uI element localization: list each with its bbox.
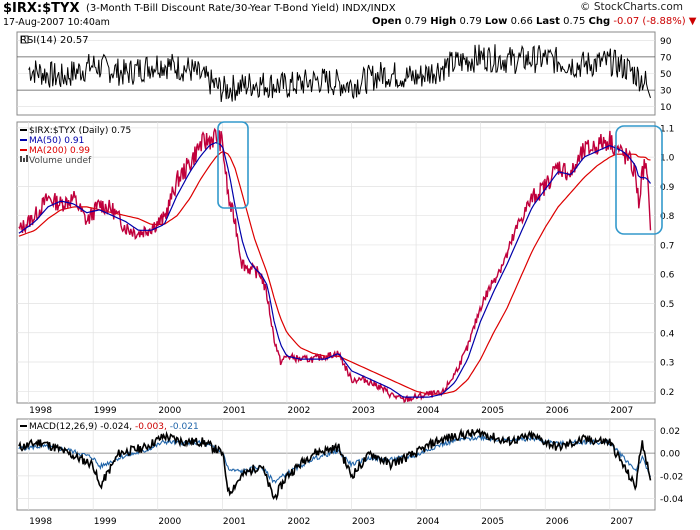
- chart-ticker: $IRX:$TYX: [3, 1, 80, 16]
- price-x-label: 2004: [417, 406, 440, 416]
- price-panel: 1.1 1.0 0.9 0.8 0.7 0.6 0.5 0.4 0.3 0.2 1998 1999 2…: [16, 121, 675, 416]
- volume-bar-icon: [26, 155, 28, 162]
- macd-x-label: 1999: [94, 517, 117, 527]
- macd-tick-label: 0.00: [660, 450, 680, 460]
- price-tick-label: 0.3: [660, 359, 674, 369]
- macd-x-label: 2002: [287, 517, 310, 527]
- open-label: Open: [372, 16, 402, 27]
- macd-x-label: 2005: [481, 517, 504, 527]
- macd-tick-label: -0.04: [660, 495, 684, 505]
- macd-x-label: 2007: [610, 517, 633, 527]
- macd-line: [18, 427, 652, 501]
- macd-x-label: 2004: [417, 517, 440, 527]
- price-tick-label: 0.7: [660, 241, 674, 251]
- chg-value: -0.07: [613, 16, 640, 27]
- macd-x-label: 2001: [223, 517, 246, 527]
- highlight-2000-2001-peak: [217, 121, 249, 209]
- price-x-label: 2003: [352, 406, 375, 416]
- rsi-tick-label: 70: [660, 53, 672, 63]
- high-value: 0.79: [459, 16, 482, 27]
- rsi-legend-icon: [20, 35, 29, 44]
- chart-date: 17-Aug-2007 10:40am: [3, 17, 110, 28]
- macd-tick-label: -0.02: [660, 472, 683, 482]
- macd-x-label: 1998: [29, 517, 52, 527]
- quote-bar: Open 0.79 High 0.79 Low 0.66 Last 0.75 C…: [372, 16, 697, 27]
- rsi-tick-label: 30: [660, 87, 672, 97]
- open-value: 0.79: [404, 16, 428, 27]
- chg-label: Chg: [588, 16, 611, 27]
- price-x-label: 2007: [610, 406, 633, 416]
- volume-bar-icon: [23, 158, 25, 162]
- price-tick-label: 1.1: [660, 124, 674, 134]
- rsi-tick-label: 50: [660, 70, 672, 80]
- price-x-label: 2001: [223, 406, 246, 416]
- brand-text: © StockCharts.com: [580, 1, 683, 13]
- price-tick-label: 0.4: [660, 329, 675, 339]
- price-tick-label: 0.9: [660, 183, 675, 193]
- legend-ma50: MA(50) 0.91: [29, 136, 84, 146]
- rsi-panel: 90 70 50 30 10 RSI(14) 20.57: [16, 31, 672, 116]
- high-label: High: [430, 16, 457, 27]
- macd-legend: MACD(12,26,9) -0.024, -0.003, -0.021: [20, 422, 199, 432]
- price-line: [18, 127, 652, 403]
- legend-volume: Volume undef: [29, 156, 92, 166]
- last-value: 0.75: [563, 16, 586, 27]
- macd-x-label: 2003: [352, 517, 375, 527]
- chart-full-name: (3-Month T-Bill Discount Rate/30-Year T-…: [86, 3, 340, 14]
- chart-description: (3-Month T-Bill Discount Rate/30-Year T-…: [86, 3, 396, 14]
- price-x-label: 2000: [158, 406, 181, 416]
- price-tick-label: 0.2: [660, 388, 674, 398]
- volume-bar-icon: [20, 156, 22, 162]
- low-label: Low: [484, 16, 508, 27]
- rsi-title: RSI(14) 20.57: [20, 35, 89, 46]
- ma200-line: [18, 150, 651, 395]
- low-value: 0.66: [510, 16, 533, 27]
- price-x-label: 2005: [481, 406, 504, 416]
- brand-logo[interactable]: © StockCharts.com: [580, 1, 683, 13]
- rsi-line: [28, 44, 651, 103]
- ma50-line: [18, 141, 651, 398]
- macd-panel: 0.02 0.00 -0.02 -0.04 1998 1999 2000 2001 2002 2…: [16, 418, 684, 527]
- exchange-label: INDX/INDX: [342, 3, 396, 14]
- legend-price: $IRX:$TYX (Daily) 0.75: [29, 126, 131, 136]
- price-tick-label: 0.5: [660, 300, 674, 310]
- rsi-tick-label: 10: [660, 103, 672, 113]
- price-x-label: 2006: [546, 406, 569, 416]
- macd-tick-label: 0.02: [660, 427, 680, 437]
- down-arrow-icon: ▼: [688, 16, 697, 27]
- macd-x-label: 2000: [158, 517, 181, 527]
- price-x-label: 1998: [29, 406, 52, 416]
- price-tick-label: 0.8: [660, 212, 675, 222]
- highlight-2007-drop: [615, 125, 663, 235]
- price-tick-label: 1.0: [660, 154, 675, 164]
- legend-ma200: MA(200) 0.99: [29, 146, 90, 156]
- price-tick-label: 0.6: [660, 271, 675, 281]
- last-label: Last: [536, 16, 560, 27]
- price-x-label: 2002: [287, 406, 310, 416]
- price-x-label: 1999: [94, 406, 117, 416]
- macd-title: MACD(12,26,9) -0.024, -0.003, -0.021: [29, 422, 199, 432]
- macd-x-label: 2006: [546, 517, 569, 527]
- chg-percent: (-8.88%): [642, 16, 686, 27]
- rsi-tick-label: 90: [660, 37, 672, 47]
